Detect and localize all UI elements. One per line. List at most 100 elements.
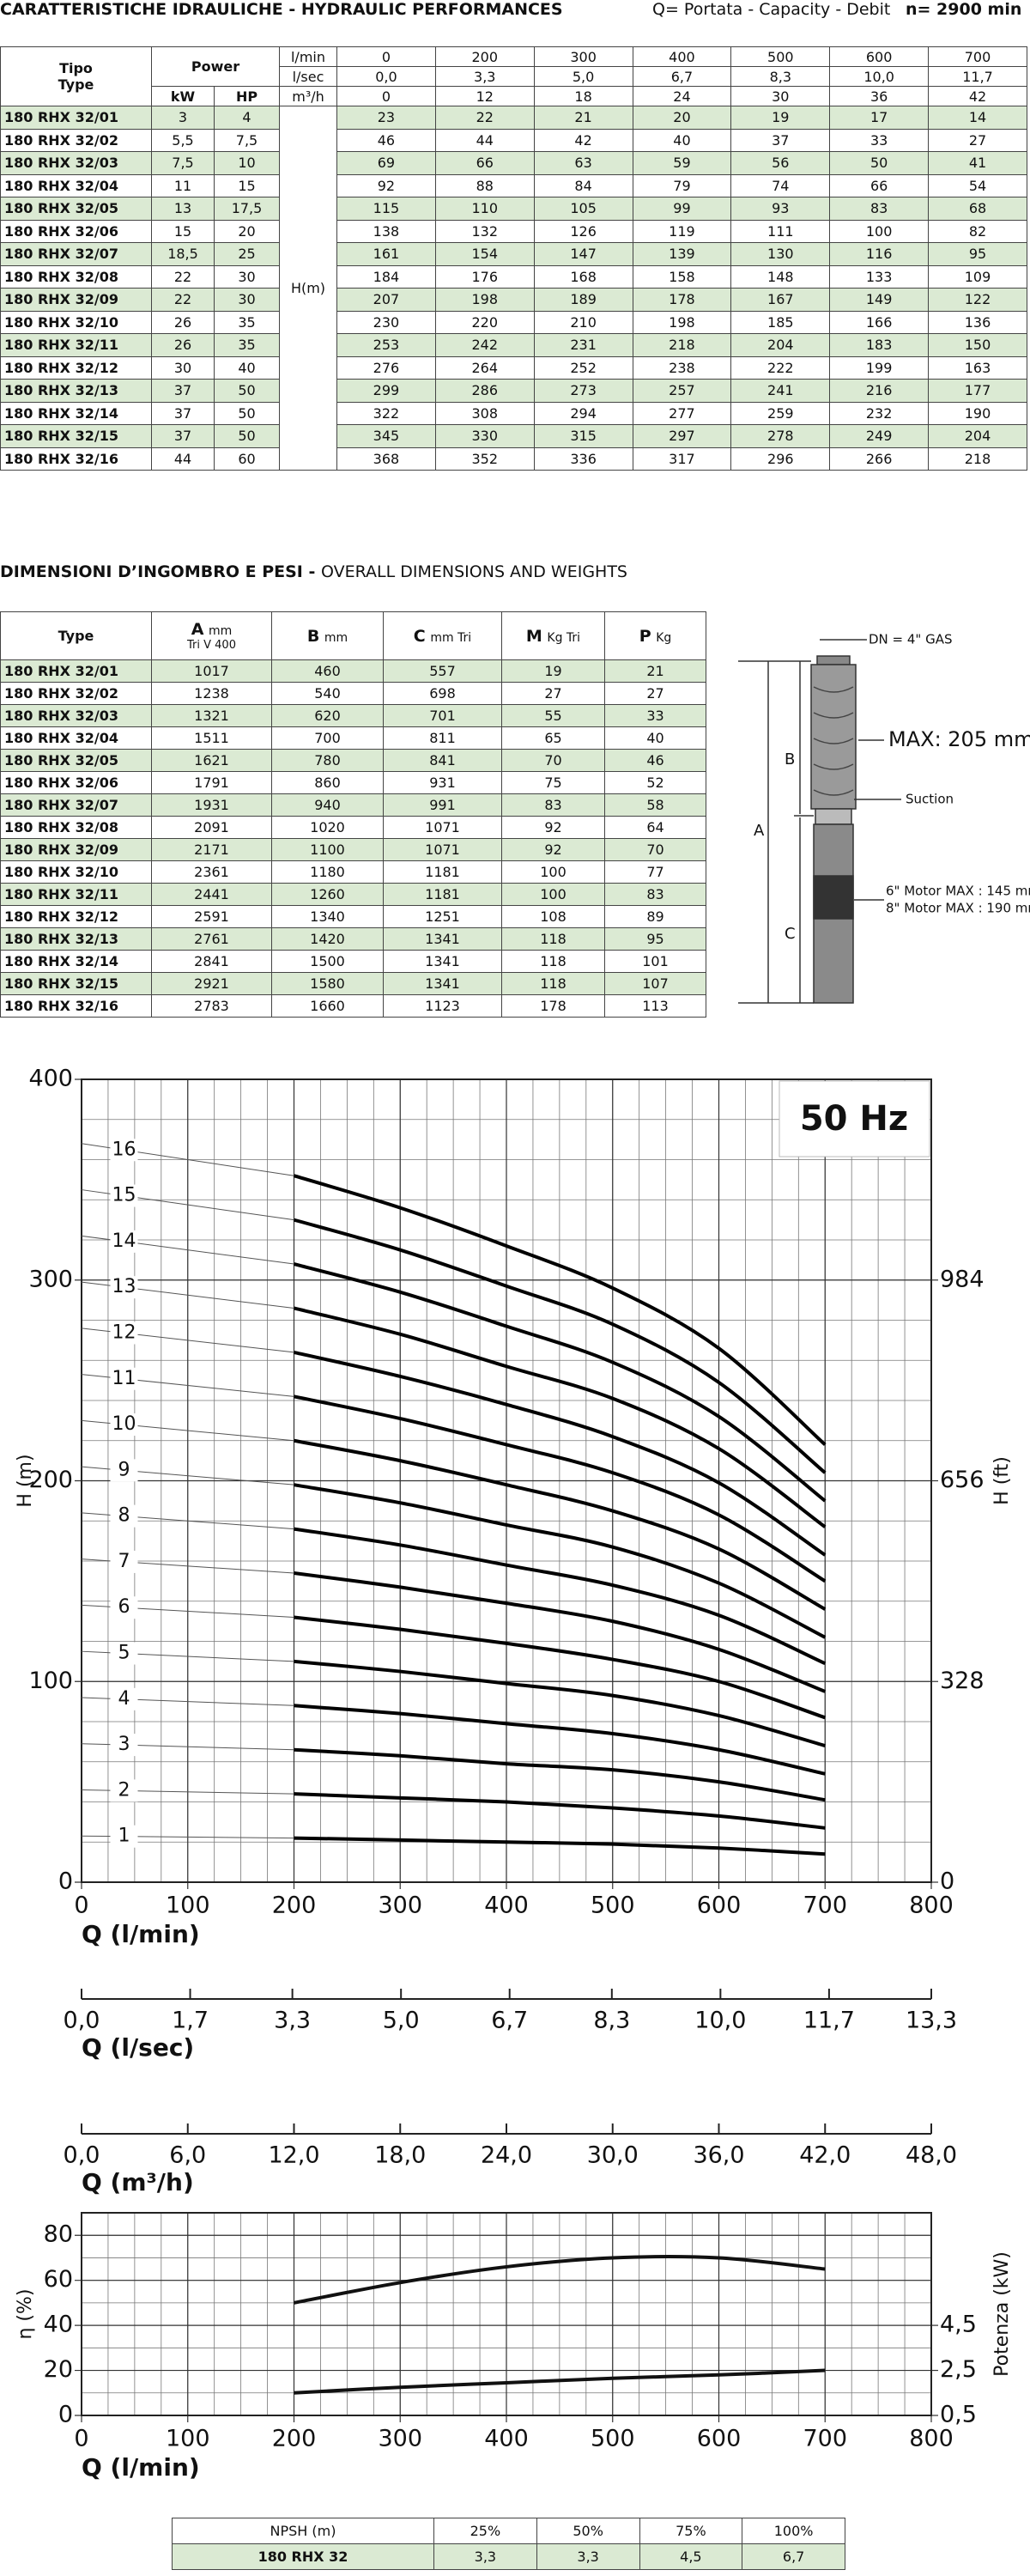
x-tick-label: 42,0 (799, 2142, 851, 2169)
data-row: 180 RHX 32/09 22 30 207 198 189 178 167 149 122 (0, 288, 1027, 312)
head-value: 66 (434, 151, 535, 175)
head-value: 276 (336, 355, 436, 380)
head-value: 163 (928, 355, 1027, 380)
motor8-label: 8" Motor MAX : 190 mm (886, 901, 1030, 916)
dimension-value: 1341 (383, 927, 502, 951)
head-value: 20 (632, 106, 732, 130)
dimension-value: 1181 (383, 883, 502, 906)
y2-tick-label: 328 (940, 1668, 985, 1694)
x-tick-label: 0,0 (64, 2008, 100, 2034)
pump-type: 180 RHX 32/08 (0, 264, 152, 289)
label-bg (110, 1734, 138, 1757)
x-tick-label: 48,0 (906, 2142, 957, 2169)
dimension-value: 991 (383, 793, 502, 817)
head-value: 345 (336, 424, 436, 448)
head-curve (293, 1262, 827, 1503)
speed: n= 2900 min (906, 0, 1022, 19)
dimension-value: 540 (271, 682, 384, 705)
dimension-value: 620 (271, 704, 384, 727)
pump-type: 180 RHX 32/11 (0, 883, 152, 906)
dimension-value: 1251 (383, 905, 502, 928)
head-value: 266 (829, 447, 930, 471)
hp: 35 (214, 310, 280, 334)
y2-axis-label: H (ft) (991, 1456, 1013, 1505)
dimension-value: 1123 (383, 994, 502, 1018)
label-bg (110, 1459, 138, 1482)
x-tick-label: 30,0 (587, 2142, 639, 2169)
y-tick-label: 60 (44, 2266, 73, 2293)
curve-label: 2 (118, 1779, 130, 1801)
flow-value: 400 (632, 46, 732, 67)
column-title: C mm Tri (385, 627, 501, 646)
hp: 30 (214, 264, 280, 289)
dimension-value: 1420 (271, 927, 384, 951)
head-value: 133 (829, 264, 930, 289)
head-value: 183 (829, 333, 930, 357)
x-tick-label: 800 (909, 1893, 954, 1919)
head-value: 297 (632, 424, 732, 448)
curve-label: 13 (112, 1276, 136, 1297)
flow-unit: m³/h (279, 86, 337, 106)
dimension-value: 118 (501, 950, 605, 973)
kw: 37 (151, 379, 215, 403)
hp: 50 (214, 401, 280, 425)
hp: 50 (214, 424, 280, 448)
dimension-value: 83 (501, 793, 605, 817)
data-row: 180 RHX 32/03 7,5 10 69 66 63 59 56 50 41 (0, 151, 1027, 175)
pump-type: 180 RHX 32/09 (0, 838, 152, 861)
label-c: C (785, 925, 796, 943)
x-tick-label: 11,7 (803, 2008, 855, 2034)
flow-value: 24 (632, 86, 732, 106)
x-tick-label: 600 (697, 2426, 742, 2452)
curve-label: 12 (112, 1321, 136, 1343)
npsh-value: 6,7 (742, 2543, 845, 2570)
head-value: 119 (632, 219, 732, 243)
head-value: 158 (632, 264, 732, 289)
suction-label: Suction (906, 792, 954, 807)
kw: 15 (151, 219, 215, 243)
dimension-value: 33 (604, 704, 706, 727)
flow-unit: l/sec (279, 66, 337, 87)
hp: 40 (214, 355, 280, 380)
column-title: B mm (273, 627, 383, 646)
head-value: 216 (829, 379, 930, 403)
head-curve (293, 1174, 827, 1446)
npsh-column: 75% (639, 2518, 743, 2544)
x-axis-label: Q (l/sec) (82, 2033, 194, 2062)
x-tick-label: 300 (378, 1893, 422, 1919)
kw: 26 (151, 310, 215, 334)
dimension-value: 1660 (271, 994, 384, 1018)
curve-label: 1 (118, 1826, 130, 1847)
x-tick-label: 200 (272, 2426, 317, 2452)
head-value: 84 (533, 173, 633, 197)
npsh-value: 4,5 (639, 2543, 743, 2570)
header-row: Type A mm Tri V 400 B mm C mm Tri M Kg Tri P K… (0, 611, 706, 660)
npsh-column: 25% (433, 2518, 537, 2544)
head-value: 273 (533, 379, 633, 403)
dimension-value: 1511 (151, 726, 272, 750)
flow-value: 0 (336, 46, 436, 67)
head-value: 136 (928, 310, 1027, 334)
data-row: 180 RHX 32/16 44 60 368 352 336 317 296 266 218 (0, 447, 1027, 471)
dimension-value: 27 (604, 682, 706, 705)
head-value: 139 (632, 242, 732, 266)
y-tick-label: 0 (58, 2402, 73, 2428)
x-tick-label: 10,0 (694, 2008, 746, 2034)
flow-value: 5,0 (533, 66, 633, 87)
kw: 30 (151, 355, 215, 380)
column-header: P Kg (604, 611, 706, 660)
head-value: 198 (632, 310, 732, 334)
head-value: 232 (829, 401, 930, 425)
dimension-value: 780 (271, 749, 384, 772)
x-tick-label: 6,7 (491, 2008, 528, 2034)
dimension-value: 178 (501, 994, 605, 1018)
dimension-value: 1071 (383, 838, 502, 861)
dimension-value: 113 (604, 994, 706, 1018)
efficiency-curve (294, 2254, 826, 2305)
dimension-value: 89 (604, 905, 706, 928)
hp: 30 (214, 288, 280, 312)
pump-type: 180 RHX 32/02 (0, 128, 152, 152)
capacity-note: Q= Portata - Capacity - Debit (652, 0, 891, 19)
flow-value: 10,0 (829, 66, 930, 87)
head-value: 220 (434, 310, 535, 334)
